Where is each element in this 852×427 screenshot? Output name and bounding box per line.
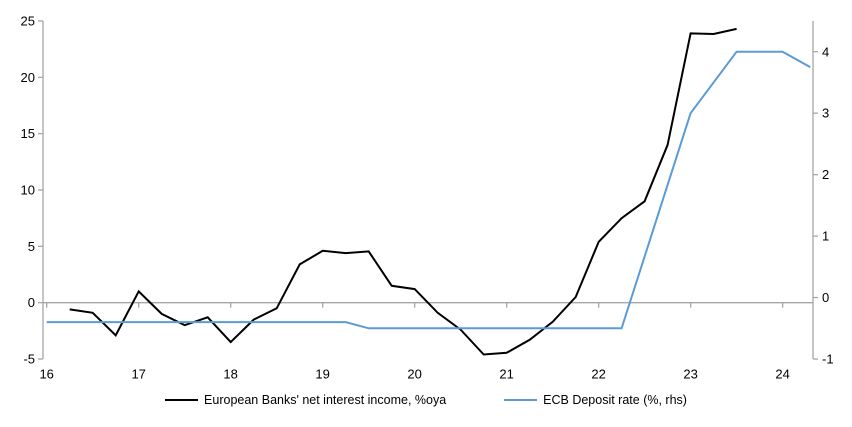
x-axis-label: 19 xyxy=(315,367,329,382)
right-axis-label: 0 xyxy=(822,290,829,305)
x-axis-label: 17 xyxy=(131,367,145,382)
left-axis-label: 10 xyxy=(21,183,35,198)
left-axis-label: 0 xyxy=(28,295,35,310)
legend-item-net-interest-income: European Banks' net interest income, %oy… xyxy=(165,393,446,407)
right-axis-label: 3 xyxy=(822,106,829,121)
left-axis-label: 20 xyxy=(21,70,35,85)
legend-label-ecb-deposit-rate: ECB Deposit rate (%, rhs) xyxy=(543,393,687,407)
right-axis-label: 2 xyxy=(822,167,829,182)
black-line-swatch-icon xyxy=(165,399,199,401)
series-line-ecb-deposit-rate xyxy=(46,50,811,330)
x-axis-label: 24 xyxy=(775,367,789,382)
legend: European Banks' net interest income, %oy… xyxy=(0,393,852,407)
left-axis-label: -5 xyxy=(23,352,35,367)
x-axis-label: 16 xyxy=(39,367,53,382)
right-axis-label: 1 xyxy=(822,229,829,244)
left-axis-label: 5 xyxy=(28,239,35,254)
left-axis-label: 25 xyxy=(21,14,35,29)
legend-item-ecb-deposit-rate: ECB Deposit rate (%, rhs) xyxy=(504,393,687,407)
series-line-net-interest-income xyxy=(69,27,737,356)
left-axis-label: 15 xyxy=(21,126,35,141)
right-axis-label: 4 xyxy=(822,44,829,59)
x-axis-label: 22 xyxy=(591,367,605,382)
x-axis-label: 20 xyxy=(407,367,421,382)
legend-label-net-interest-income: European Banks' net interest income, %oy… xyxy=(204,393,447,407)
x-axis-label: 18 xyxy=(223,367,237,382)
x-axis-label: 21 xyxy=(499,367,513,382)
x-axis-label: 23 xyxy=(683,367,697,382)
right-axis-label: -1 xyxy=(822,352,834,367)
blue-line-swatch-icon xyxy=(504,399,538,401)
